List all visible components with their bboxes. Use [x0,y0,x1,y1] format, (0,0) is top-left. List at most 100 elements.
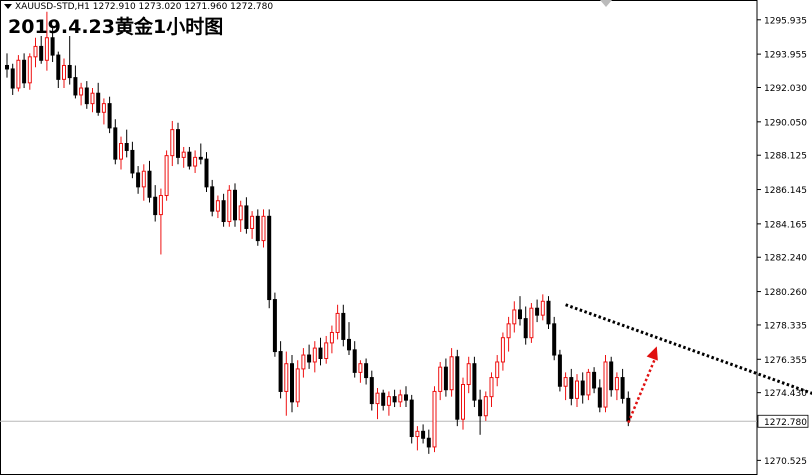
candle-body [170,129,175,157]
candle-body [421,430,426,439]
candle-body [364,363,369,379]
candle-body [272,299,277,353]
candle-body [586,371,591,396]
candle-body [79,87,84,96]
candle-body [324,342,329,360]
candle-body [409,399,414,438]
candle-body [415,430,420,438]
y-tick-label: 1278.335 [764,321,807,331]
candle-body [438,366,443,392]
candle-body [250,215,255,229]
candle-body [455,356,460,420]
candle-body [153,196,158,216]
candle-body [529,307,534,339]
y-tick-label: 1274.430 [764,389,807,399]
candle-body [466,363,471,386]
candle-body [358,363,363,373]
current-price-label: 1272.780 [764,418,807,428]
candle-body [10,68,15,89]
candle-body [432,390,437,448]
candle-body [181,151,186,158]
projection-arrow-line [627,353,658,424]
candle-body [552,323,557,356]
candle-body [267,215,272,301]
candle-body [90,92,95,105]
candle-body [518,309,522,320]
candle-body [563,377,568,387]
candle-body [295,368,300,403]
candle-body [238,205,243,221]
candle-body [147,170,152,198]
y-tick-label: 1288.125 [764,152,807,162]
candle-body [461,384,465,420]
candle-body [489,377,494,398]
candle-body [136,172,141,188]
chart-title: 2019.4.23黄金1小时图 [8,16,224,38]
y-tick-label: 1293.955 [764,51,807,61]
candle-body [597,387,602,408]
y-tick-label: 1270.525 [764,457,807,467]
candle-body [592,371,597,389]
candle-body [233,189,237,221]
dropdown-triangle-icon[interactable] [4,4,12,9]
candle-body [483,396,488,417]
candle-body [449,356,454,391]
candle-body [227,189,232,223]
candle-body [113,127,118,160]
current-price-tag [757,414,809,428]
candle-body [101,103,106,113]
candle-body [244,205,249,229]
candle-body [39,45,44,61]
candle-body [381,392,386,406]
candle-body [512,309,517,325]
candle-body [375,392,380,405]
candle-body [255,215,260,242]
candle-body [569,377,574,399]
candle-body [443,366,448,391]
y-tick-label: 1295.935 [764,16,807,26]
candle-body [472,363,477,401]
candle-body [198,156,203,160]
candle-body [261,215,266,242]
candle-body [96,92,101,113]
candle-body [500,337,505,363]
candle-body [187,151,192,167]
candle-body [335,312,340,333]
candle-body [523,318,528,339]
candle-body [176,129,180,158]
candle-body [204,158,209,188]
candle-body [352,349,357,373]
candle-body [312,347,317,363]
candle-body [369,377,374,405]
candle-body [278,351,283,392]
candle-body [535,307,540,316]
candle-body [221,200,226,223]
candle-body [84,87,89,105]
candle-body [557,354,562,387]
y-tick-label: 1286.145 [764,186,807,196]
projection-arrow-head-icon [646,346,658,361]
candle-body [16,59,21,89]
candle-body [386,396,391,406]
candle-body [67,64,72,79]
candle-body [620,377,625,399]
candle-body [62,64,66,80]
candle-body [215,200,220,212]
y-tick-label: 1292.030 [764,84,807,94]
y-tick-label: 1290.050 [764,118,807,128]
candle-body [193,156,198,167]
y-tick-label: 1284.165 [764,220,807,230]
candle-body [158,195,163,216]
candle-body [506,323,511,339]
candle-body [290,363,294,403]
candle-body [603,361,608,408]
candle-body [392,396,397,403]
candle-body [119,143,123,160]
chart-header: XAUUSD-STD,H1 1272.910 1273.020 1271.960… [4,2,273,12]
candle-body [210,186,215,212]
scroll-marker-icon [600,0,612,7]
candle-body [318,347,323,360]
symbol-info: XAUUSD-STD,H1 1272.910 1273.020 1271.960… [15,2,274,12]
y-tick-label: 1276.355 [764,356,807,366]
